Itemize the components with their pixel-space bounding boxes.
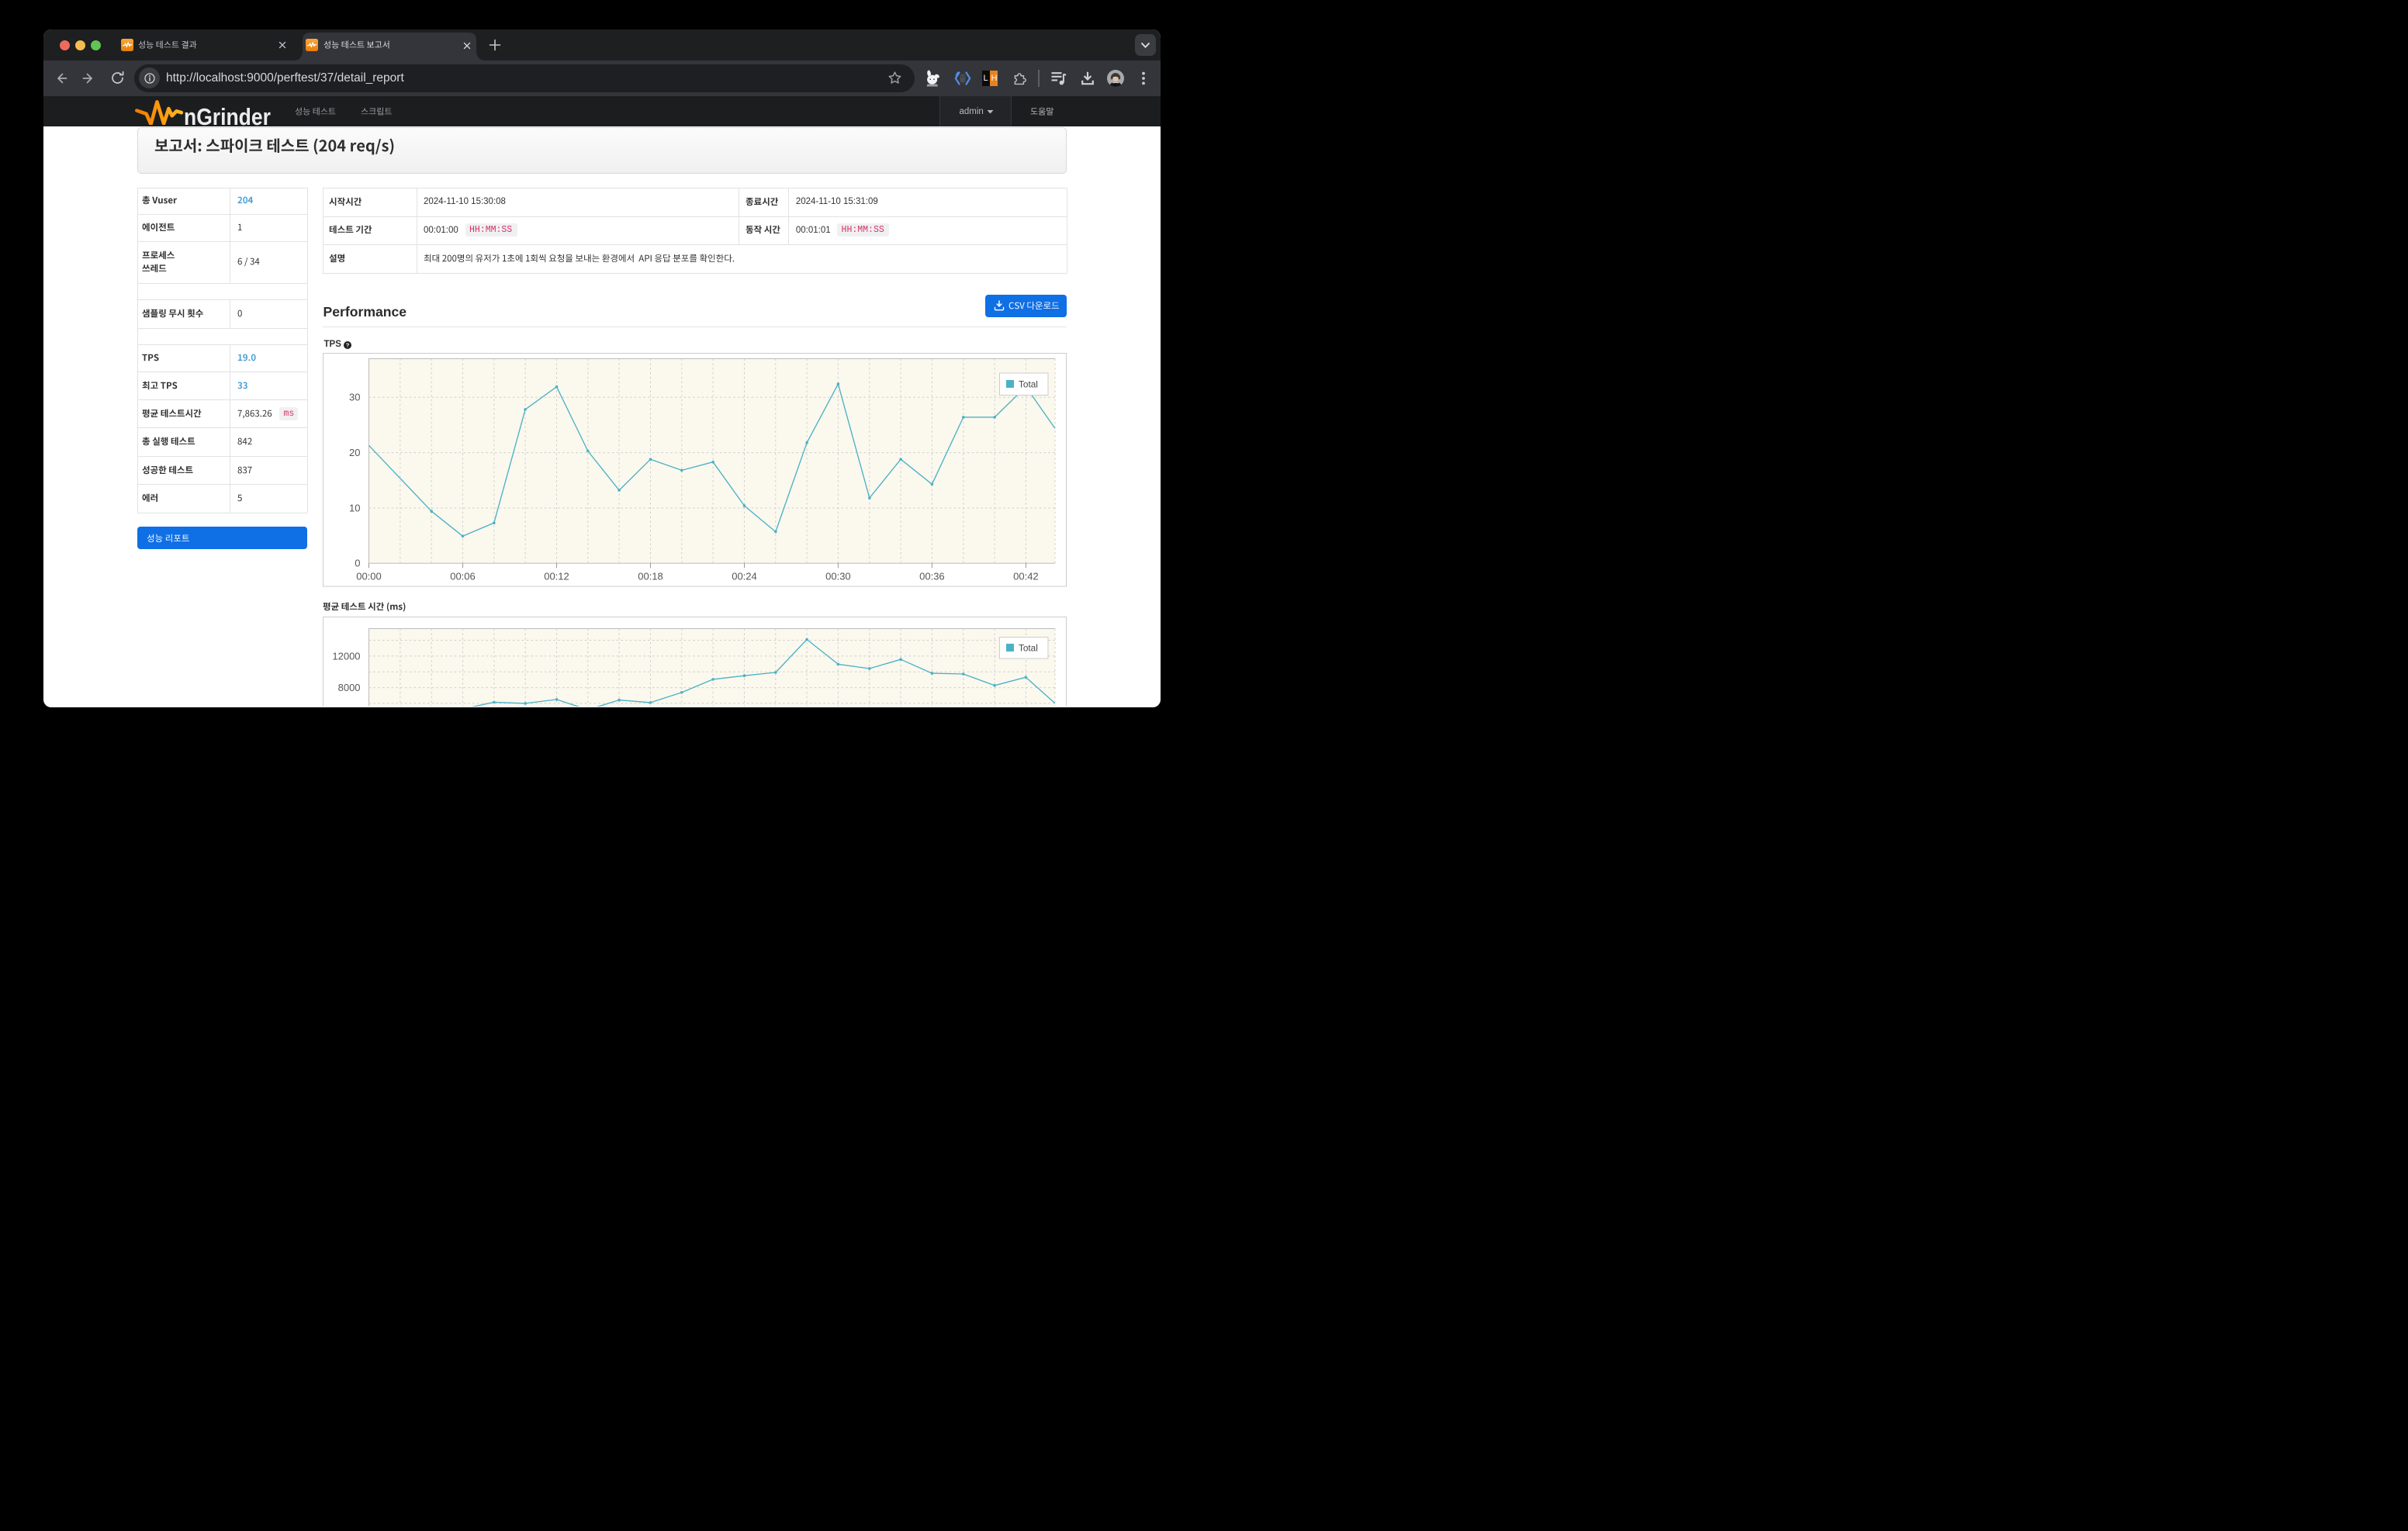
svg-text:00:12: 00:12 — [544, 570, 569, 582]
svg-text:00:24: 00:24 — [732, 570, 757, 582]
svg-text:20: 20 — [349, 447, 360, 458]
svg-text:00:18: 00:18 — [638, 570, 663, 582]
svg-text:00:00: 00:00 — [356, 570, 382, 582]
svg-text:8000: 8000 — [338, 682, 361, 693]
svg-text:00:30: 00:30 — [825, 570, 851, 582]
svg-text:00:36: 00:36 — [919, 570, 945, 582]
svg-text:12000: 12000 — [332, 651, 360, 662]
svg-text:00:06: 00:06 — [450, 570, 476, 582]
svg-text:10: 10 — [349, 502, 360, 513]
svg-text:?: ? — [345, 341, 349, 348]
svg-text:0: 0 — [355, 558, 360, 569]
svg-text:30: 30 — [349, 392, 360, 403]
svg-text:Total: Total — [1019, 644, 1038, 654]
svg-text:00:42: 00:42 — [1013, 570, 1039, 582]
svg-text:Total: Total — [1019, 378, 1038, 389]
